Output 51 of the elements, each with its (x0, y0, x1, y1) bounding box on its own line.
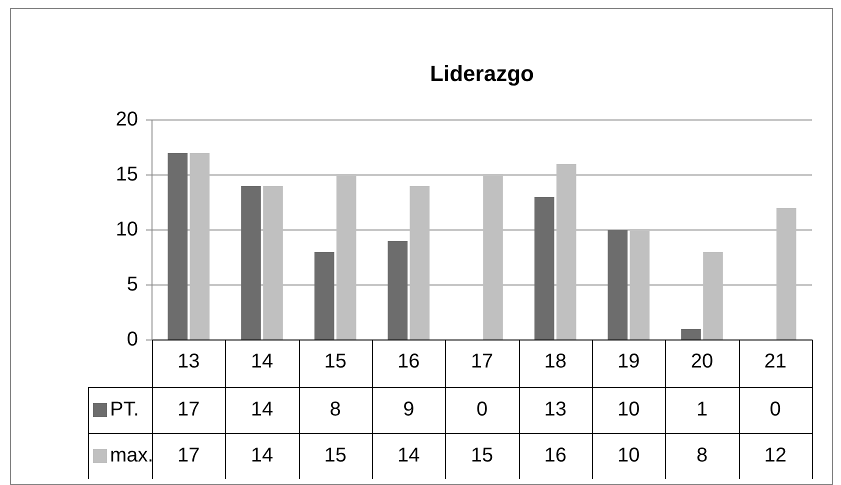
chart-title: Liderazgo (430, 61, 534, 86)
x-tick-label: 21 (764, 350, 786, 373)
data-label: 10 (618, 398, 640, 421)
data-label: 0 (770, 398, 781, 421)
bar (608, 230, 628, 340)
bar (314, 252, 334, 340)
bar (776, 208, 796, 340)
y-tick-label: 0 (126, 328, 138, 351)
y-tick-label: 15 (116, 164, 138, 186)
bar (241, 186, 261, 340)
legend-label: PT. (110, 398, 139, 421)
bar (168, 153, 188, 340)
x-tick-label: 13 (178, 350, 200, 373)
legend-label: max. (110, 444, 154, 467)
bar (336, 175, 356, 340)
data-label: 8 (696, 444, 708, 467)
data-label: 14 (398, 444, 420, 467)
data-label: 15 (470, 444, 494, 467)
bar (410, 186, 430, 340)
x-tick-label: 18 (544, 350, 566, 373)
data-label: 17 (178, 444, 200, 467)
x-tick-label: 20 (690, 350, 714, 373)
y-tick-label: 20 (116, 108, 138, 131)
y-tick-label: 10 (116, 218, 138, 241)
x-tick-label: 19 (618, 350, 640, 373)
bar (388, 241, 408, 340)
x-tick-label: 17 (470, 350, 494, 373)
data-label: 9 (403, 398, 414, 421)
data-label: 16 (544, 444, 566, 467)
bar (534, 197, 554, 340)
bar (681, 329, 701, 340)
data-label: 1 (696, 398, 708, 421)
data-label: 14 (250, 444, 274, 467)
y-tick-label: 5 (126, 274, 138, 296)
bar (630, 230, 650, 340)
data-label: 14 (250, 398, 274, 421)
bar (703, 252, 723, 340)
data-label: 13 (544, 398, 566, 421)
bar (263, 186, 283, 340)
bar (483, 175, 503, 340)
x-tick-label: 14 (250, 350, 274, 373)
data-label: 10 (618, 444, 640, 467)
x-tick-label: 15 (324, 350, 346, 373)
x-tick-label: 16 (398, 350, 420, 373)
bar (556, 164, 576, 340)
data-label: 15 (324, 444, 346, 467)
bar (190, 153, 210, 340)
data-label: 8 (330, 398, 341, 421)
data-label: 12 (764, 444, 786, 467)
data-label: 17 (178, 398, 200, 421)
data-label: 0 (476, 398, 488, 421)
